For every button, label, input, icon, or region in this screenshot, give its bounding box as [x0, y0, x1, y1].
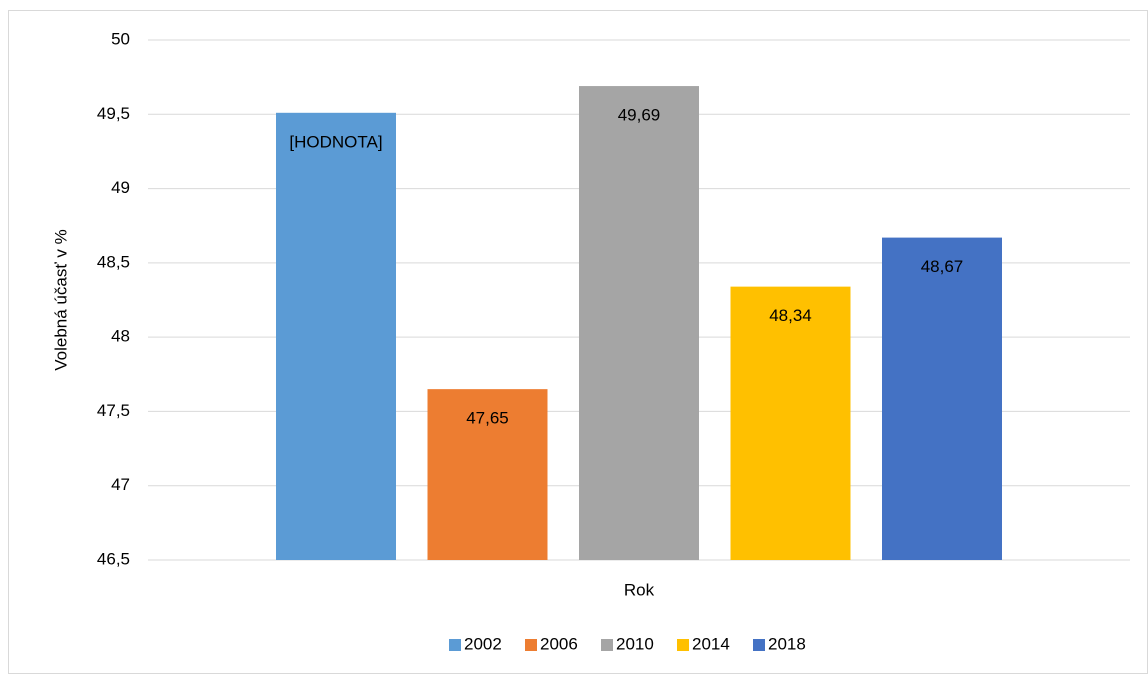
bar	[276, 112, 396, 561]
y-tick-label: 47	[111, 475, 130, 494]
data-label: 49,69	[618, 106, 661, 125]
y-tick-label: 49,5	[97, 104, 130, 123]
legend-swatch	[449, 639, 461, 651]
bar	[730, 286, 851, 560]
legend-swatch	[677, 639, 689, 651]
y-tick-label: 50	[111, 29, 130, 48]
y-tick-label: 46,5	[97, 549, 130, 568]
data-label: 47,65	[466, 409, 509, 428]
y-tick-label: 47,5	[97, 401, 130, 420]
data-label: [HODNOTA]	[289, 132, 382, 151]
legend-label: 2018	[768, 634, 806, 653]
y-axis-label: Volebná účasť v %	[51, 229, 70, 371]
legend-label: 2010	[616, 634, 654, 653]
legend-swatch	[753, 639, 765, 651]
x-axis-label: Rok	[624, 580, 655, 599]
legend-swatch	[525, 639, 537, 651]
bar	[579, 86, 699, 561]
y-tick-label: 49	[111, 178, 130, 197]
y-tick-label: 48,5	[97, 252, 130, 271]
data-label: 48,67	[921, 257, 964, 276]
bar	[882, 237, 1002, 560]
y-tick-label: 48	[111, 327, 130, 346]
legend-label: 2006	[540, 634, 578, 653]
legend-swatch	[601, 639, 613, 651]
legend-label: 2014	[692, 634, 730, 653]
bar	[427, 389, 548, 560]
data-label: 48,34	[769, 306, 812, 325]
legend-label: 2002	[464, 634, 502, 653]
